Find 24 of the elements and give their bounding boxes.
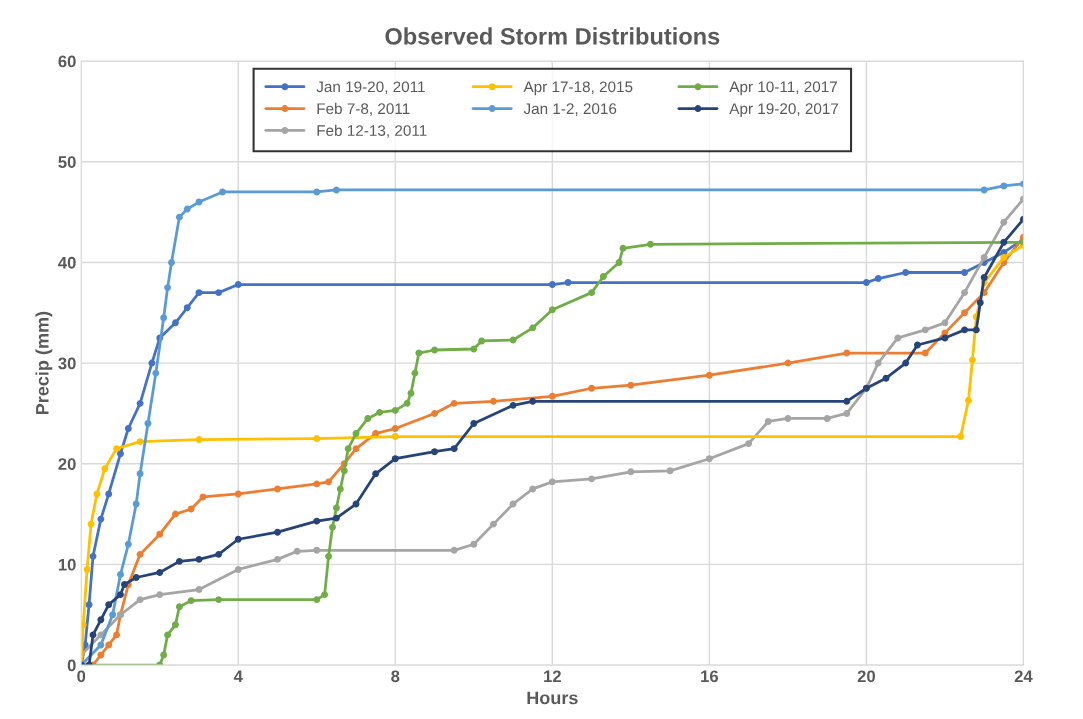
x-tick-label: 0: [77, 670, 86, 683]
x-axis-title: Hours: [527, 691, 578, 705]
y-tick-label: 10: [58, 558, 76, 571]
y-tick-label: 40: [58, 256, 76, 269]
x-tick-label: 12: [544, 670, 561, 683]
y-tick-label: 50: [58, 156, 76, 168]
y-tick-label: 20: [58, 458, 76, 470]
legend-label: Apr 17-18, 2015: [523, 81, 633, 96]
x-tick-label: 16: [701, 670, 719, 683]
y-tick-label: 0: [67, 659, 76, 672]
x-tick-label: 20: [857, 670, 875, 683]
legend-label: Feb 12-13, 2011: [317, 124, 427, 138]
legend-label: Feb 7-8, 2011: [317, 102, 410, 116]
y-tick-label: 30: [58, 357, 76, 370]
y-tick-label: 60: [58, 55, 76, 68]
x-tick-label: 8: [391, 670, 400, 683]
legend-label: Apr 19-20, 2017: [729, 103, 839, 118]
legend-label: Jan 19-20, 2011: [316, 81, 425, 94]
legend-label: Jan 1-2, 2016: [523, 103, 617, 116]
chart-title: Observed Storm Distributions: [385, 27, 720, 45]
x-tick-label: 24: [1014, 670, 1033, 683]
y-axis-title: Precip (mm): [35, 311, 53, 415]
legend-label: Apr 10-11, 2017: [729, 81, 837, 96]
x-tick-label: 4: [233, 670, 243, 683]
